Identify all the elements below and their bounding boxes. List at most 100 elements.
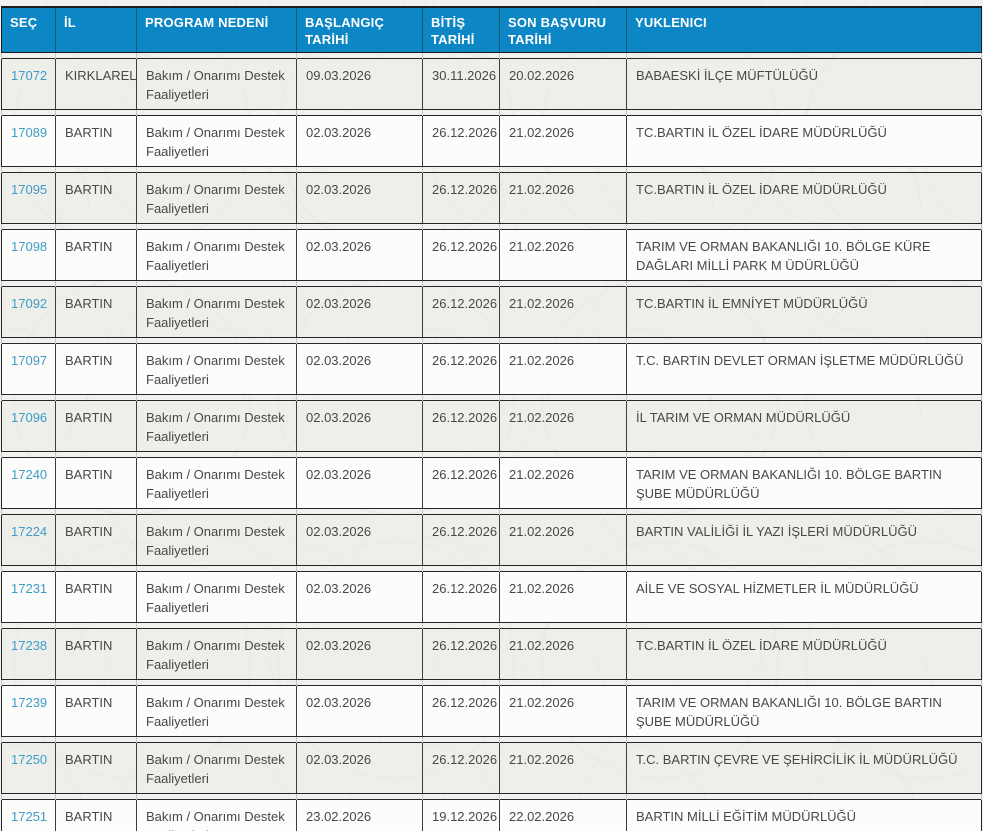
cell-il: BARTIN bbox=[55, 400, 137, 452]
program-id-link[interactable]: 17240 bbox=[11, 467, 48, 482]
row-spacer-cell bbox=[55, 223, 137, 230]
row-spacer-cell bbox=[626, 679, 982, 686]
row-spacer-cell bbox=[55, 736, 137, 743]
cell-text-baslangic: 02.03.2026 bbox=[306, 296, 372, 311]
cell-text-yuklenici: BABAESKİ İLÇE MÜFTÜLÜĞÜ bbox=[636, 68, 819, 83]
program-id-link[interactable]: 17095 bbox=[11, 182, 48, 197]
cell-bitis: 26.12.2026 bbox=[422, 115, 500, 167]
cell-text-program: Bakım / Onarımı Destek Faaliyetleri bbox=[146, 809, 285, 831]
cell-il: BARTIN bbox=[55, 799, 137, 831]
row-spacer-cell bbox=[422, 109, 500, 116]
cell-program: Bakım / Onarımı Destek Faaliyetleri bbox=[136, 286, 297, 338]
cell-text-il: BARTIN bbox=[65, 524, 113, 539]
cell-baslangic: 02.03.2026 bbox=[296, 229, 423, 281]
row-spacer-cell bbox=[1, 223, 56, 230]
cell-program: Bakım / Onarımı Destek Faaliyetleri bbox=[136, 400, 297, 452]
program-id-link[interactable]: 17098 bbox=[11, 239, 48, 254]
row-spacer-cell bbox=[626, 52, 982, 59]
cell-text-son_basvuru: 21.02.2026 bbox=[509, 239, 575, 254]
cell-sec: 17072 bbox=[1, 58, 56, 110]
program-id-link[interactable]: 17250 bbox=[11, 752, 48, 767]
row-spacer-cell bbox=[499, 394, 627, 401]
cell-il: BARTIN bbox=[55, 514, 137, 566]
row-spacer-cell bbox=[296, 394, 423, 401]
row-spacer-cell bbox=[626, 565, 982, 572]
row-spacer-cell bbox=[626, 451, 982, 458]
cell-text-bitis: 26.12.2026 bbox=[432, 239, 498, 254]
cell-il: BARTIN bbox=[55, 343, 137, 395]
cell-text-bitis: 26.12.2026 bbox=[432, 353, 498, 368]
cell-text-il: BARTIN bbox=[65, 695, 113, 710]
cell-yuklenici: İL TARIM VE ORMAN MÜDÜRLÜĞÜ bbox=[626, 400, 982, 452]
cell-program: Bakım / Onarımı Destek Faaliyetleri bbox=[136, 742, 297, 794]
cell-program: Bakım / Onarımı Destek Faaliyetleri bbox=[136, 571, 297, 623]
row-spacer-cell bbox=[1, 622, 56, 629]
program-id-link[interactable]: 17224 bbox=[11, 524, 48, 539]
row-spacer-cell bbox=[55, 622, 137, 629]
program-id-link[interactable]: 17089 bbox=[11, 125, 48, 140]
cell-text-yuklenici: TC.BARTIN İL EMNİYET MÜDÜRLÜĞÜ bbox=[636, 296, 868, 311]
row-spacer-cell bbox=[422, 451, 500, 458]
program-id-link[interactable]: 17092 bbox=[11, 296, 48, 311]
cell-yuklenici: TARIM VE ORMAN BAKANLIĞI 10. BÖLGE BARTI… bbox=[626, 457, 982, 509]
cell-yuklenici: BABAESKİ İLÇE MÜFTÜLÜĞÜ bbox=[626, 58, 982, 110]
cell-text-program: Bakım / Onarımı Destek Faaliyetleri bbox=[146, 239, 285, 273]
cell-text-bitis: 26.12.2026 bbox=[432, 125, 498, 140]
cell-baslangic: 02.03.2026 bbox=[296, 172, 423, 224]
cell-text-bitis: 26.12.2026 bbox=[432, 296, 498, 311]
cell-sec: 17089 bbox=[1, 115, 56, 167]
cell-text-son_basvuru: 21.02.2026 bbox=[509, 467, 575, 482]
row-spacer-cell bbox=[296, 52, 423, 59]
cell-text-yuklenici: AİLE VE SOSYAL HİZMETLER İL MÜDÜRLÜĞÜ bbox=[636, 581, 919, 596]
cell-text-bitis: 19.12.2026 bbox=[432, 809, 498, 824]
cell-text-yuklenici: BARTIN MİLLİ EĞİTİM MÜDÜRLÜĞÜ bbox=[636, 809, 857, 824]
program-id-link[interactable]: 17251 bbox=[11, 809, 48, 824]
row-spacer-cell bbox=[296, 166, 423, 173]
table-row: 17251 BARTIN Bakım / Onarımı Destek Faaliy… bbox=[1, 799, 982, 831]
cell-text-baslangic: 02.03.2026 bbox=[306, 581, 372, 596]
row-spacer-cell bbox=[1, 736, 56, 743]
cell-text-program: Bakım / Onarımı Destek Faaliyetleri bbox=[146, 581, 285, 615]
cell-program: Bakım / Onarımı Destek Faaliyetleri bbox=[136, 514, 297, 566]
cell-baslangic: 23.02.2026 bbox=[296, 799, 423, 831]
cell-text-baslangic: 02.03.2026 bbox=[306, 524, 372, 539]
program-id-link[interactable]: 17239 bbox=[11, 695, 48, 710]
cell-text-baslangic: 02.03.2026 bbox=[306, 467, 372, 482]
program-id-link[interactable]: 17238 bbox=[11, 638, 48, 653]
row-spacer-cell bbox=[422, 166, 500, 173]
cell-son_basvuru: 21.02.2026 bbox=[499, 229, 627, 281]
cell-text-son_basvuru: 20.02.2026 bbox=[509, 68, 575, 83]
row-spacer bbox=[1, 451, 982, 458]
cell-baslangic: 02.03.2026 bbox=[296, 571, 423, 623]
program-id-link[interactable]: 17097 bbox=[11, 353, 48, 368]
cell-text-son_basvuru: 21.02.2026 bbox=[509, 695, 575, 710]
cell-text-bitis: 26.12.2026 bbox=[432, 638, 498, 653]
column-header-yuklenici: YUKLENICI bbox=[626, 6, 982, 53]
row-spacer-cell bbox=[55, 166, 137, 173]
cell-text-yuklenici: T.C. BARTIN DEVLET ORMAN İŞLETME MÜDÜRLÜ… bbox=[636, 353, 964, 368]
row-spacer bbox=[1, 223, 982, 230]
cell-yuklenici: T.C. BARTIN ÇEVRE VE ŞEHİRCİLİK İL MÜDÜR… bbox=[626, 742, 982, 794]
row-spacer-cell bbox=[499, 451, 627, 458]
cell-text-il: BARTIN bbox=[65, 239, 113, 254]
cell-program: Bakım / Onarımı Destek Faaliyetleri bbox=[136, 457, 297, 509]
cell-text-program: Bakım / Onarımı Destek Faaliyetleri bbox=[146, 296, 285, 330]
row-spacer-cell bbox=[499, 622, 627, 629]
program-id-link[interactable]: 17096 bbox=[11, 410, 48, 425]
row-spacer-cell bbox=[136, 223, 297, 230]
program-id-link[interactable]: 17231 bbox=[11, 581, 48, 596]
cell-son_basvuru: 21.02.2026 bbox=[499, 514, 627, 566]
cell-sec: 17098 bbox=[1, 229, 56, 281]
cell-program: Bakım / Onarımı Destek Faaliyetleri bbox=[136, 628, 297, 680]
row-spacer-cell bbox=[422, 394, 500, 401]
row-spacer-cell bbox=[499, 679, 627, 686]
cell-sec: 17095 bbox=[1, 172, 56, 224]
cell-baslangic: 02.03.2026 bbox=[296, 457, 423, 509]
cell-text-yuklenici: TARIM VE ORMAN BAKANLIĞI 10. BÖLGE BARTI… bbox=[636, 467, 942, 501]
cell-text-son_basvuru: 21.02.2026 bbox=[509, 524, 575, 539]
cell-text-son_basvuru: 21.02.2026 bbox=[509, 296, 575, 311]
cell-text-il: BARTIN bbox=[65, 638, 113, 653]
program-id-link[interactable]: 17072 bbox=[11, 68, 48, 83]
row-spacer-cell bbox=[422, 280, 500, 287]
row-spacer-cell bbox=[499, 223, 627, 230]
